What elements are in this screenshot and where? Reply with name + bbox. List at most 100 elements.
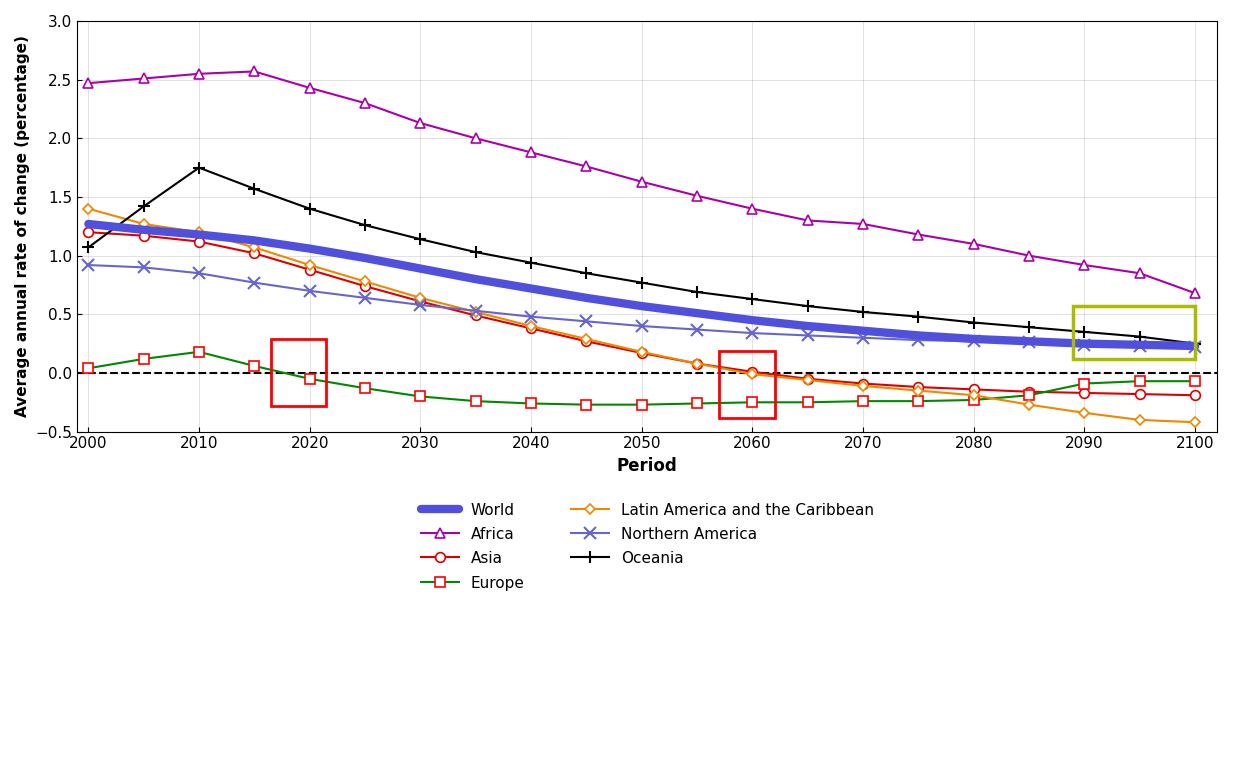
Northern America bbox=[191, 269, 206, 278]
Northern America bbox=[469, 307, 483, 316]
Asia bbox=[911, 382, 926, 391]
World bbox=[469, 275, 483, 284]
Oceania bbox=[967, 318, 981, 327]
Latin America and the Caribbean bbox=[1187, 418, 1202, 427]
Africa bbox=[1132, 269, 1147, 278]
Northern America bbox=[358, 294, 372, 303]
World bbox=[911, 331, 926, 340]
Northern America bbox=[1022, 338, 1037, 347]
Oceania bbox=[1132, 332, 1147, 341]
Latin America and the Caribbean bbox=[137, 220, 152, 229]
Asia bbox=[689, 359, 704, 368]
Oceania bbox=[856, 307, 870, 316]
World bbox=[358, 254, 372, 263]
Europe bbox=[137, 354, 152, 363]
Europe bbox=[524, 399, 539, 408]
Africa bbox=[191, 69, 206, 78]
Latin America and the Caribbean bbox=[1022, 400, 1037, 410]
Northern America bbox=[745, 329, 760, 338]
Asia bbox=[967, 385, 981, 394]
Northern America bbox=[524, 312, 539, 321]
Northern America bbox=[81, 260, 96, 269]
World bbox=[1132, 341, 1147, 350]
Asia bbox=[302, 265, 317, 274]
Oceania bbox=[745, 294, 760, 304]
Asia bbox=[137, 231, 152, 240]
Africa bbox=[1078, 260, 1092, 269]
Europe bbox=[745, 397, 760, 407]
Line: Asia: Asia bbox=[84, 227, 1200, 400]
Africa bbox=[967, 239, 981, 248]
World bbox=[137, 226, 152, 235]
Africa bbox=[1187, 288, 1202, 298]
Northern America bbox=[413, 301, 428, 310]
Africa bbox=[745, 204, 760, 213]
Oceania bbox=[1187, 339, 1202, 348]
Asia bbox=[745, 367, 760, 376]
Europe bbox=[1078, 379, 1092, 388]
Europe bbox=[911, 397, 926, 406]
World bbox=[1078, 339, 1092, 348]
Oceania bbox=[191, 163, 206, 172]
Line: World: World bbox=[89, 224, 1195, 346]
Africa bbox=[247, 67, 261, 76]
Latin America and the Caribbean bbox=[81, 204, 96, 213]
World bbox=[967, 335, 981, 344]
Latin America and the Caribbean bbox=[413, 294, 428, 303]
Europe bbox=[800, 397, 815, 407]
Asia bbox=[1078, 388, 1092, 397]
Africa bbox=[689, 192, 704, 201]
Asia bbox=[81, 228, 96, 237]
Europe bbox=[1132, 377, 1147, 386]
Europe bbox=[689, 399, 704, 408]
Asia bbox=[413, 297, 428, 306]
Latin America and the Caribbean bbox=[1078, 408, 1092, 417]
Bar bbox=[719, 350, 774, 418]
Legend: World, Africa, Asia, Europe, Latin America and the Caribbean, Northern America, : World, Africa, Asia, Europe, Latin Ameri… bbox=[414, 497, 880, 597]
Europe bbox=[413, 392, 428, 401]
Latin America and the Caribbean bbox=[524, 322, 539, 331]
World bbox=[1187, 341, 1202, 350]
Asia bbox=[1132, 390, 1147, 399]
Africa bbox=[137, 74, 152, 83]
Northern America bbox=[1187, 343, 1202, 352]
Europe bbox=[81, 364, 96, 373]
Europe bbox=[967, 395, 981, 404]
Latin America and the Caribbean bbox=[302, 260, 317, 269]
Northern America bbox=[247, 278, 261, 287]
Africa bbox=[856, 220, 870, 229]
World bbox=[81, 220, 96, 229]
Asia bbox=[634, 348, 649, 357]
Bar bbox=[1074, 306, 1195, 359]
Latin America and the Caribbean bbox=[800, 375, 815, 385]
Asia bbox=[358, 282, 372, 291]
Latin America and the Caribbean bbox=[580, 335, 594, 344]
Africa bbox=[302, 83, 317, 92]
Bar bbox=[271, 339, 327, 406]
Oceania bbox=[634, 278, 649, 287]
Oceania bbox=[302, 204, 317, 213]
Asia bbox=[800, 374, 815, 383]
Europe bbox=[1022, 391, 1037, 400]
Africa bbox=[800, 216, 815, 225]
World bbox=[745, 316, 760, 325]
Latin America and the Caribbean bbox=[745, 369, 760, 378]
Oceania bbox=[524, 258, 539, 267]
Oceania bbox=[689, 288, 704, 297]
Latin America and the Caribbean bbox=[247, 243, 261, 252]
World bbox=[247, 236, 261, 245]
Oceania bbox=[580, 269, 594, 278]
X-axis label: Period: Period bbox=[616, 457, 678, 475]
World bbox=[689, 309, 704, 318]
Oceania bbox=[800, 301, 815, 310]
Northern America bbox=[800, 331, 815, 340]
Northern America bbox=[967, 337, 981, 346]
Africa bbox=[911, 230, 926, 239]
Northern America bbox=[580, 317, 594, 326]
World bbox=[413, 264, 428, 273]
World bbox=[191, 230, 206, 239]
Asia bbox=[1187, 391, 1202, 400]
Line: Europe: Europe bbox=[84, 347, 1200, 410]
Latin America and the Caribbean bbox=[967, 391, 981, 400]
Latin America and the Caribbean bbox=[358, 277, 372, 286]
